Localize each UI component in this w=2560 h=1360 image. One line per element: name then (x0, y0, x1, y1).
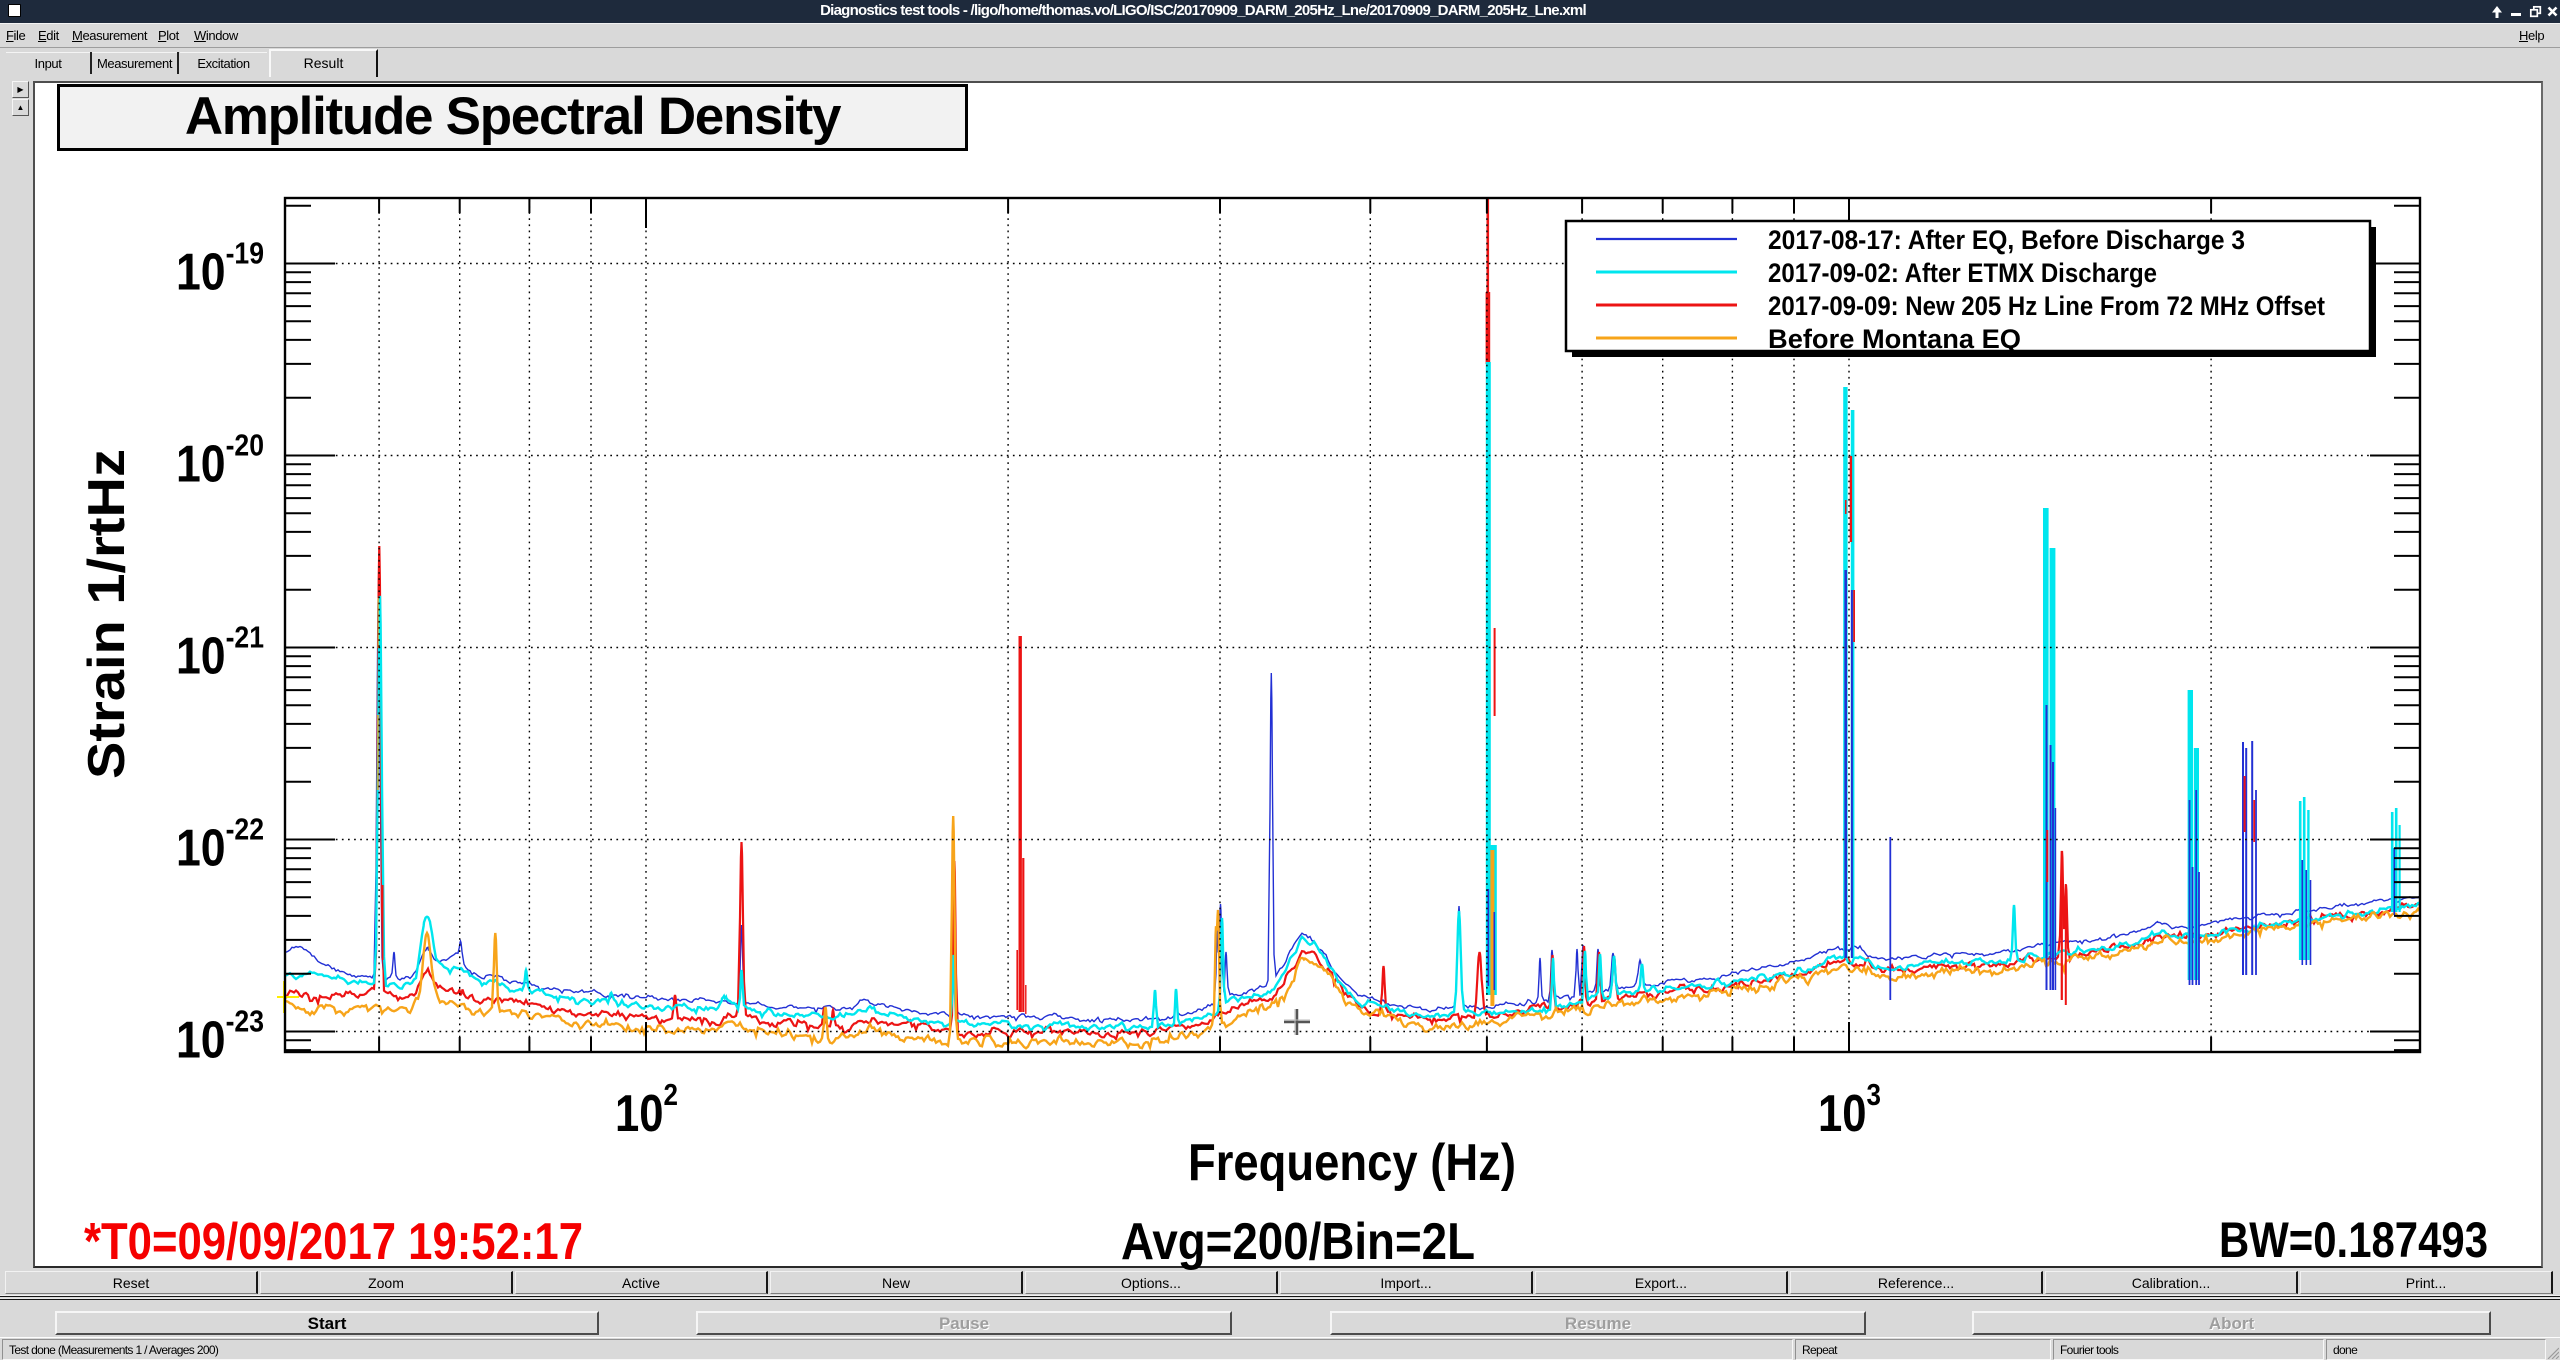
svg-text:10-20: 10-20 (176, 428, 264, 494)
svg-text:10-22: 10-22 (176, 812, 264, 878)
svg-text:10-19: 10-19 (176, 236, 264, 302)
svg-text:10-21: 10-21 (176, 620, 264, 686)
svg-text:*T0=09/09/2017 19:52:17: *T0=09/09/2017 19:52:17 (84, 1213, 583, 1271)
svg-text:Frequency (Hz): Frequency (Hz) (1188, 1134, 1516, 1192)
svg-text:2017-08-17: After EQ, Before D: 2017-08-17: After EQ, Before Discharge 3 (1768, 225, 2245, 255)
svg-text:10-23: 10-23 (176, 1004, 264, 1070)
svg-text:Avg=200/Bin=2L: Avg=200/Bin=2L (1121, 1213, 1475, 1271)
svg-text:103: 103 (1818, 1077, 1881, 1143)
svg-text:2017-09-09: New 205 Hz Line Fr: 2017-09-09: New 205 Hz Line From 72 MHz … (1768, 291, 2325, 321)
svg-text:102: 102 (615, 1077, 678, 1143)
svg-text:2017-09-02: After ETMX Dischar: 2017-09-02: After ETMX Discharge (1768, 258, 2157, 288)
svg-text:Strain 1/rtHz: Strain 1/rtHz (78, 449, 136, 779)
svg-text:BW=0.187493: BW=0.187493 (2219, 1212, 2488, 1268)
svg-text:Before Montana EQ: Before Montana EQ (1768, 324, 2021, 354)
